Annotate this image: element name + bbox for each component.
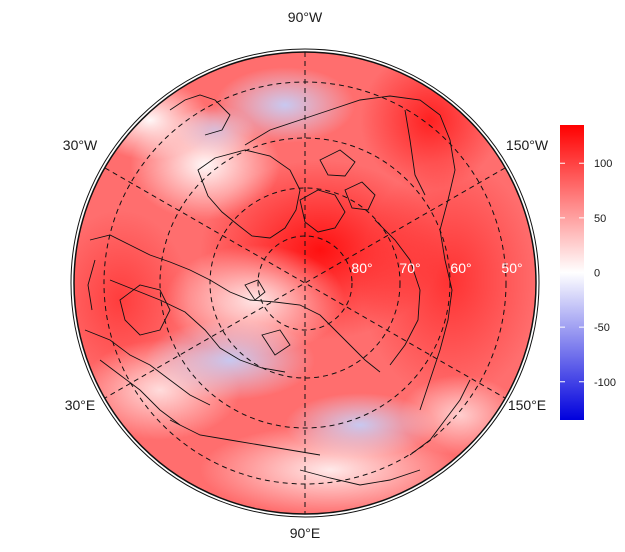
lon-label-30w: 30°W: [63, 137, 98, 153]
lat-label-70: 70°: [399, 260, 420, 276]
lat-label-50: 50°: [501, 260, 522, 276]
lon-label-150w: 150°W: [506, 137, 549, 153]
colorbar-tick-label: -100: [594, 377, 616, 389]
colorbar-tick-label: 50: [594, 213, 606, 225]
lat-label-80: 80°: [351, 260, 372, 276]
anomaly-field: [74, 52, 536, 514]
colorbar-tick-label: 100: [594, 158, 612, 170]
colorbar: 100 50 0 -50 -100: [560, 125, 616, 420]
graticule: [103, 52, 507, 514]
lon-label-90e: 90°E: [290, 525, 321, 541]
lat-label-60: 60°: [450, 260, 471, 276]
lon-label-90w: 90°W: [288, 9, 323, 25]
map-border: [73, 51, 537, 515]
colorbar-ticks: [560, 162, 584, 383]
lon-label-150e: 150°E: [508, 397, 546, 413]
colorbar-tick-label: 0: [594, 268, 600, 280]
coastlines: [84, 94, 471, 486]
lon-label-30e: 30°E: [65, 397, 96, 413]
colorbar-tick-label: -50: [594, 322, 610, 334]
colorbar-labels: 100 50 0 -50 -100: [594, 158, 616, 389]
